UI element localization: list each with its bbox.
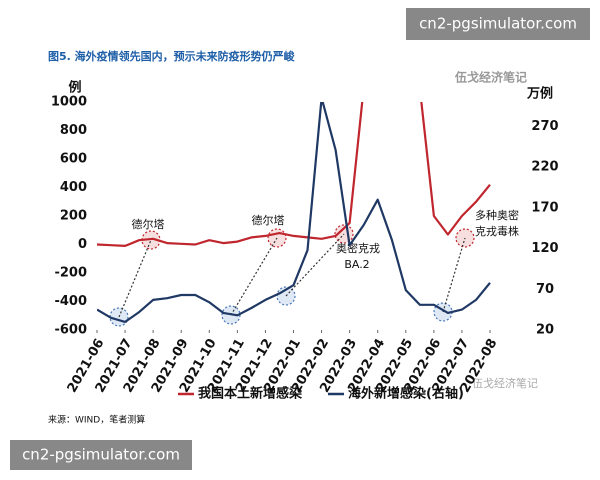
annotation: 奥密克戎: [336, 241, 380, 255]
y2-tick-label: 120: [531, 241, 558, 256]
banner-text: cn2-pgsimulator.com: [419, 15, 577, 33]
chart-title: 图5. 海外疫情领先国内，预示未来防疫形势仍严峻: [48, 49, 296, 63]
highlights: [109, 224, 475, 327]
y-tick-label: 600: [60, 152, 87, 167]
plot-area: [97, 102, 491, 323]
annotation: 德尔塔: [252, 213, 285, 227]
annotation: 克戎毒株: [475, 224, 519, 238]
annotation: 多种奥密: [475, 208, 519, 222]
legend-label: 我国本土新增感染: [198, 386, 303, 402]
y-tick-label: 1000: [51, 95, 87, 110]
y2-tick-label: 70: [536, 282, 554, 297]
connector: [230, 237, 278, 316]
y-tick-label: 800: [60, 123, 87, 138]
y-tick-label: -600: [54, 323, 87, 338]
annotation: 德尔塔: [132, 217, 165, 231]
y-tick-label: 0: [78, 237, 87, 252]
y2-tick-label: 270: [531, 119, 558, 134]
banner-text: cn2-pgsimulator.com: [22, 446, 180, 464]
annotation: BA.2: [344, 258, 369, 271]
y-tick-label: 400: [60, 180, 87, 195]
banner: [406, 8, 590, 40]
y-tick-label: -400: [54, 294, 87, 309]
banner: [10, 440, 192, 470]
watermark: 伍戈经济笔记: [472, 376, 538, 390]
y-tick-label: 200: [60, 209, 87, 224]
source: 来源：WIND，笔者测算: [48, 414, 145, 426]
watermark: 伍戈经济笔记: [454, 70, 527, 85]
legend-label: 海外新增感染(右轴): [348, 386, 464, 402]
y2-axis-label: 万例: [526, 86, 553, 102]
y2-tick-label: 170: [531, 200, 558, 215]
series-line: [97, 102, 491, 323]
connector: [442, 237, 466, 313]
series-line: [97, 102, 491, 247]
connector: [118, 239, 152, 318]
y2-tick-label: 20: [536, 323, 554, 338]
y2-tick-label: 220: [531, 160, 558, 175]
y-axis-label: 例: [68, 80, 81, 96]
y-tick-label: -200: [54, 266, 87, 281]
